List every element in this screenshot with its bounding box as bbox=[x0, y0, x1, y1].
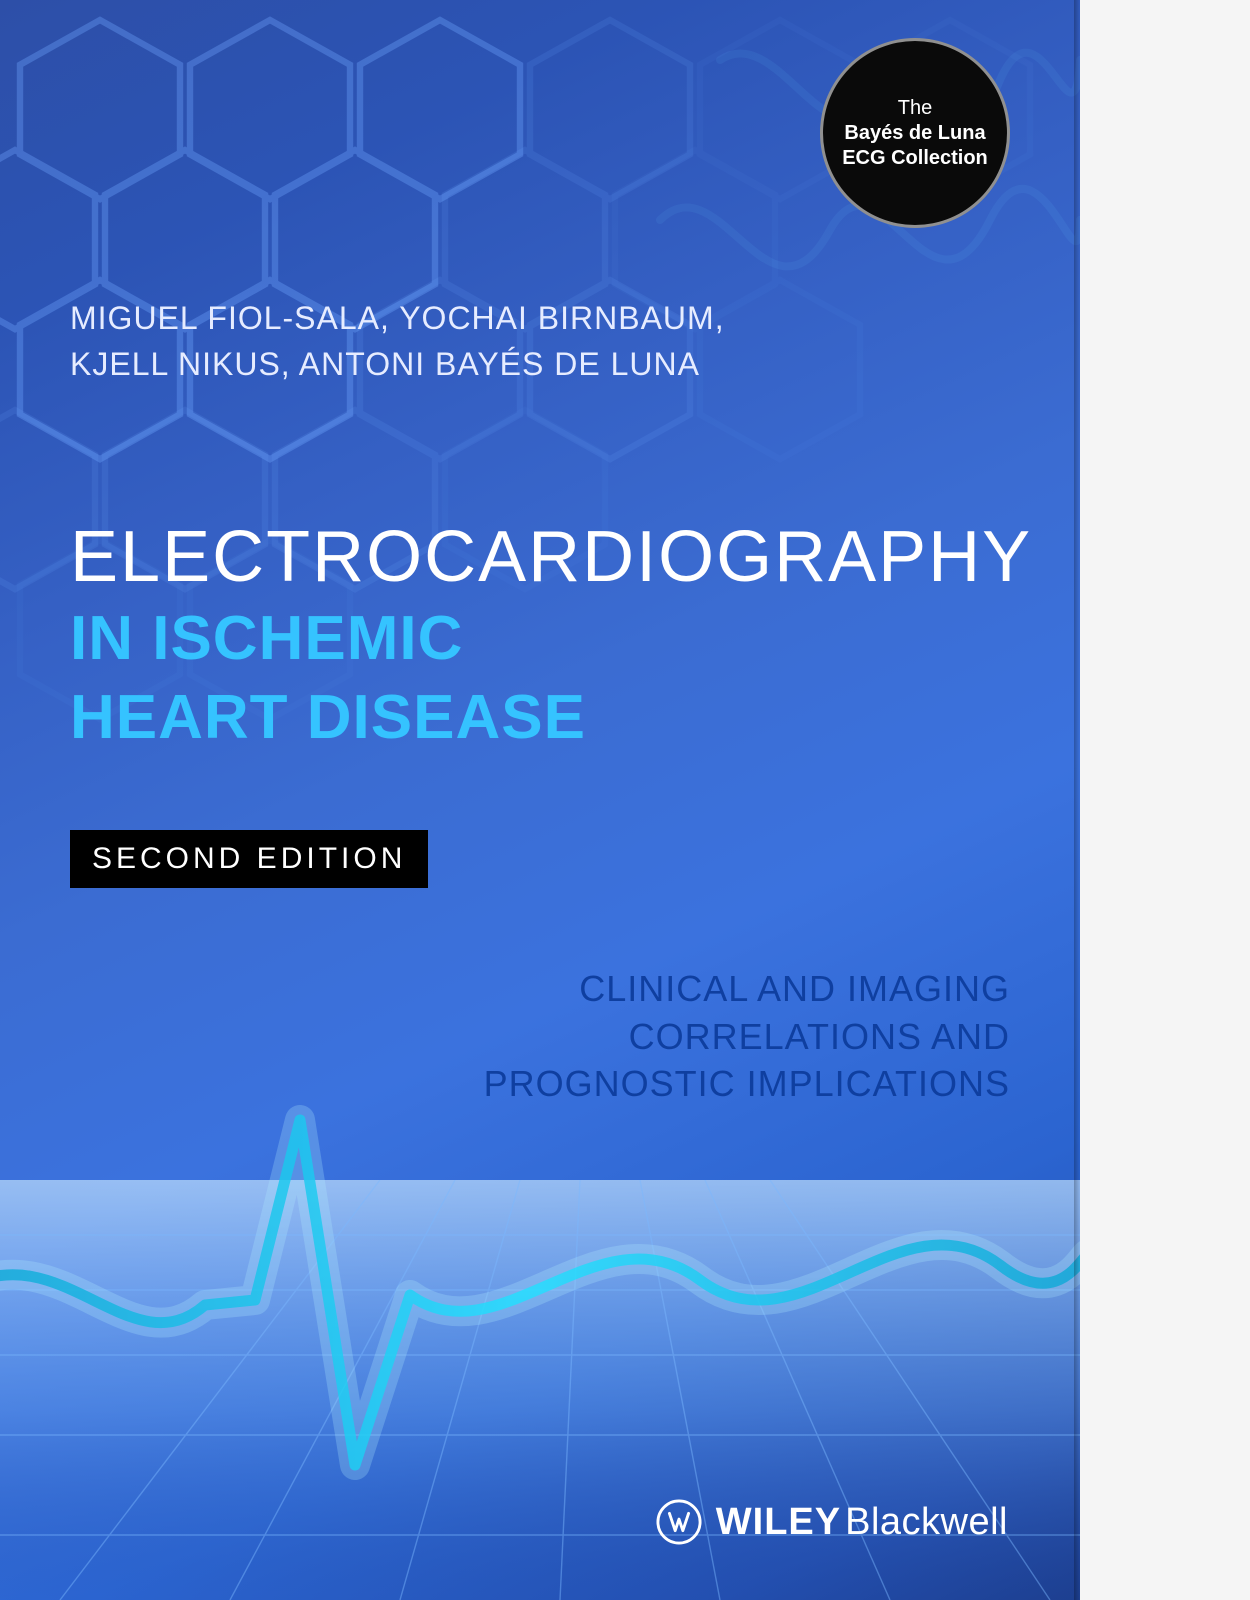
subtitle-line3: PROGNOSTIC IMPLICATIONS bbox=[484, 1060, 1010, 1108]
subtitle-line1: CLINICAL AND IMAGING bbox=[484, 965, 1010, 1013]
badge-line2: Bayés de Luna bbox=[844, 121, 985, 146]
badge-line3: ECG Collection bbox=[842, 146, 988, 171]
edition-tag: SECOND EDITION bbox=[70, 830, 428, 888]
series-badge: The Bayés de Luna ECG Collection bbox=[820, 38, 1010, 228]
badge-line1: The bbox=[898, 96, 932, 121]
wiley-logo-icon bbox=[656, 1499, 702, 1545]
publisher-light: Blackwell bbox=[845, 1501, 1008, 1543]
title-line1: ELECTROCARDIOGRAPHY bbox=[70, 520, 1032, 596]
authors-block: MIGUEL FIOL-SALA, YOCHAI BIRNBAUM, KJELL… bbox=[70, 295, 725, 388]
authors-line2: KJELL NIKUS, ANTONI BAYÉS DE LUNA bbox=[70, 341, 725, 387]
subtitle-line2: CORRELATIONS AND bbox=[484, 1013, 1010, 1061]
hex-pattern bbox=[0, 0, 1080, 1600]
title-line3: HEART DISEASE bbox=[70, 681, 1032, 754]
book-cover: The Bayés de Luna ECG Collection MIGUEL … bbox=[0, 0, 1080, 1600]
title-line2: IN ISCHEMIC bbox=[70, 602, 1032, 675]
subtitle-block: CLINICAL AND IMAGING CORRELATIONS AND PR… bbox=[484, 965, 1010, 1108]
publisher-strong: WILEY bbox=[716, 1501, 841, 1543]
ecg-wave bbox=[0, 0, 1080, 1600]
publisher-block: WILEYBlackwell bbox=[656, 1499, 1008, 1545]
authors-line1: MIGUEL FIOL-SALA, YOCHAI BIRNBAUM, bbox=[70, 295, 725, 341]
title-block: ELECTROCARDIOGRAPHY IN ISCHEMIC HEART DI… bbox=[70, 520, 1032, 754]
